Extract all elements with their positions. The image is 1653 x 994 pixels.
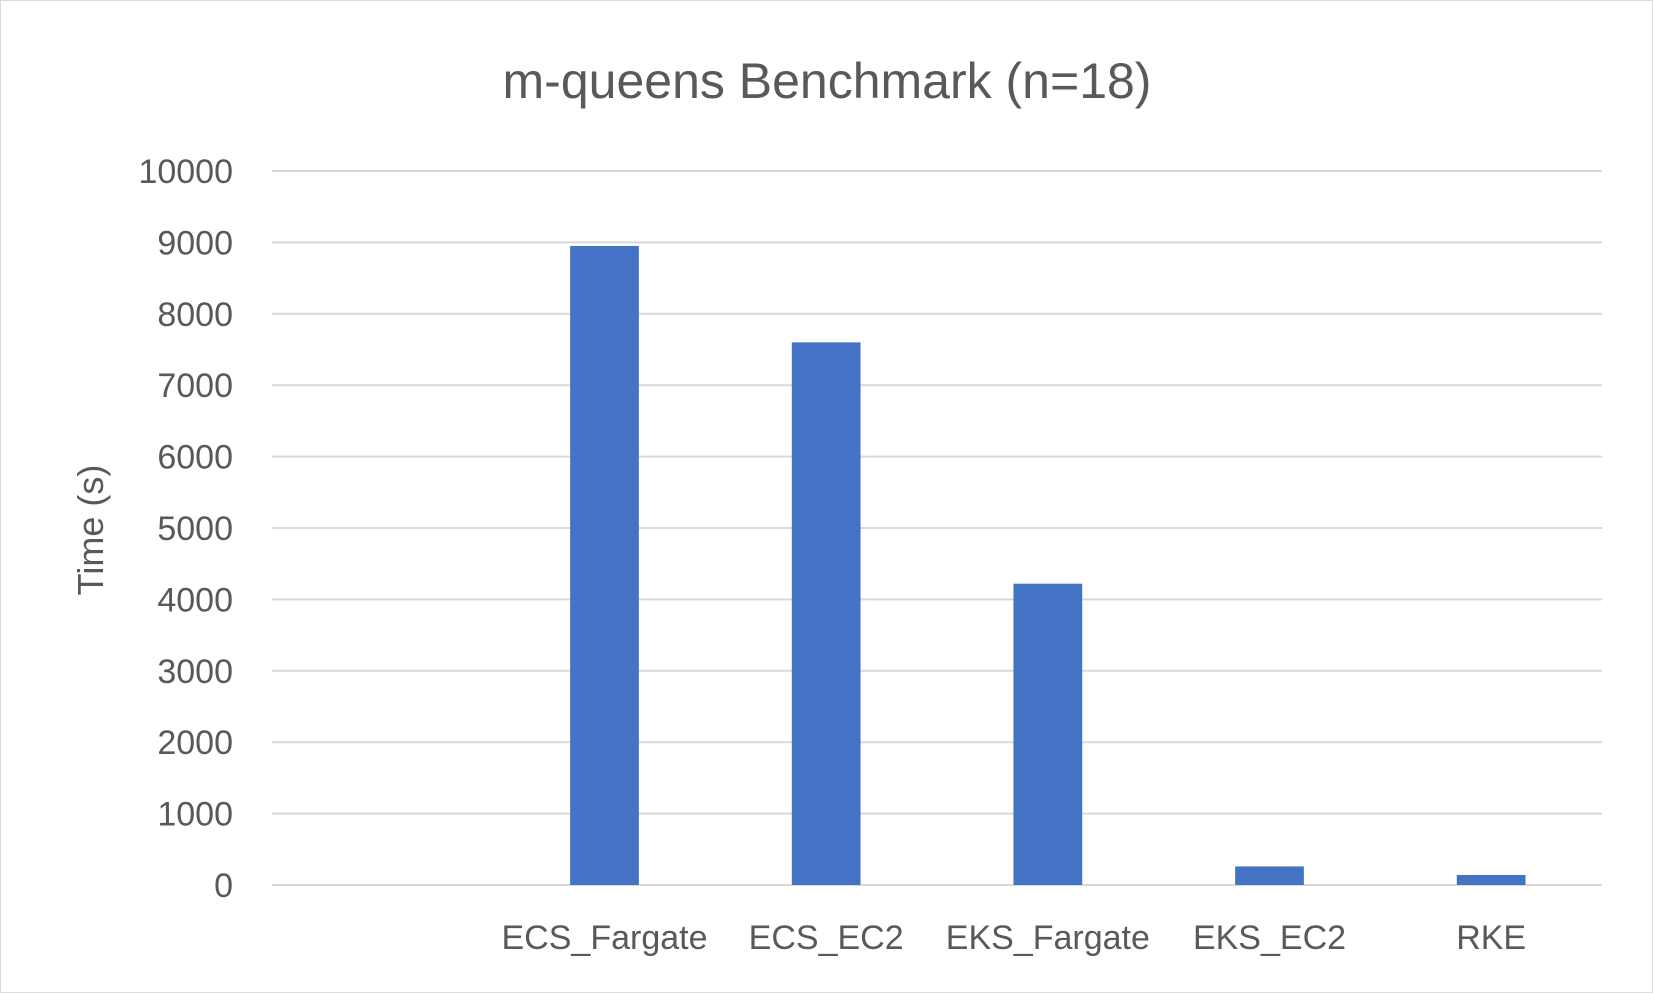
y-tick-label: 0 bbox=[214, 867, 233, 905]
bar bbox=[570, 245, 639, 886]
y-tick-label: 10000 bbox=[138, 153, 233, 191]
y-axis-title: Time (s) bbox=[70, 465, 111, 596]
gridlines bbox=[272, 170, 1602, 886]
bars bbox=[570, 245, 1526, 886]
bar bbox=[1235, 866, 1304, 885]
y-axis-ticks: 0 1000 2000 3000 4000 5000 6000 7000 8000 9000 100… bbox=[138, 153, 233, 905]
bar bbox=[1013, 583, 1083, 885]
y-tick-label: 2000 bbox=[157, 724, 233, 762]
x-axis-ticks: ECS_Fargate ECS_EC2 EKS_Fargate EKS_EC2 RKE bbox=[502, 919, 1527, 957]
y-tick-label: 6000 bbox=[157, 439, 233, 477]
y-tick-label: 5000 bbox=[157, 510, 233, 548]
y-tick-label: 1000 bbox=[157, 796, 233, 834]
x-tick-label: EKS_Fargate bbox=[946, 919, 1150, 957]
bar bbox=[791, 342, 861, 885]
y-tick-label: 8000 bbox=[157, 296, 233, 334]
x-tick-label: ECS_Fargate bbox=[502, 919, 708, 957]
x-tick-label: EKS_EC2 bbox=[1193, 919, 1346, 957]
y-tick-label: 4000 bbox=[157, 581, 233, 619]
y-tick-label: 9000 bbox=[157, 224, 233, 262]
x-tick-label: ECS_EC2 bbox=[749, 919, 904, 957]
y-tick-label: 3000 bbox=[157, 653, 233, 691]
y-tick-label: 7000 bbox=[157, 367, 233, 405]
chart-title: m-queens Benchmark (n=18) bbox=[503, 53, 1152, 109]
x-tick-label: RKE bbox=[1456, 919, 1526, 957]
bar bbox=[1456, 875, 1526, 885]
